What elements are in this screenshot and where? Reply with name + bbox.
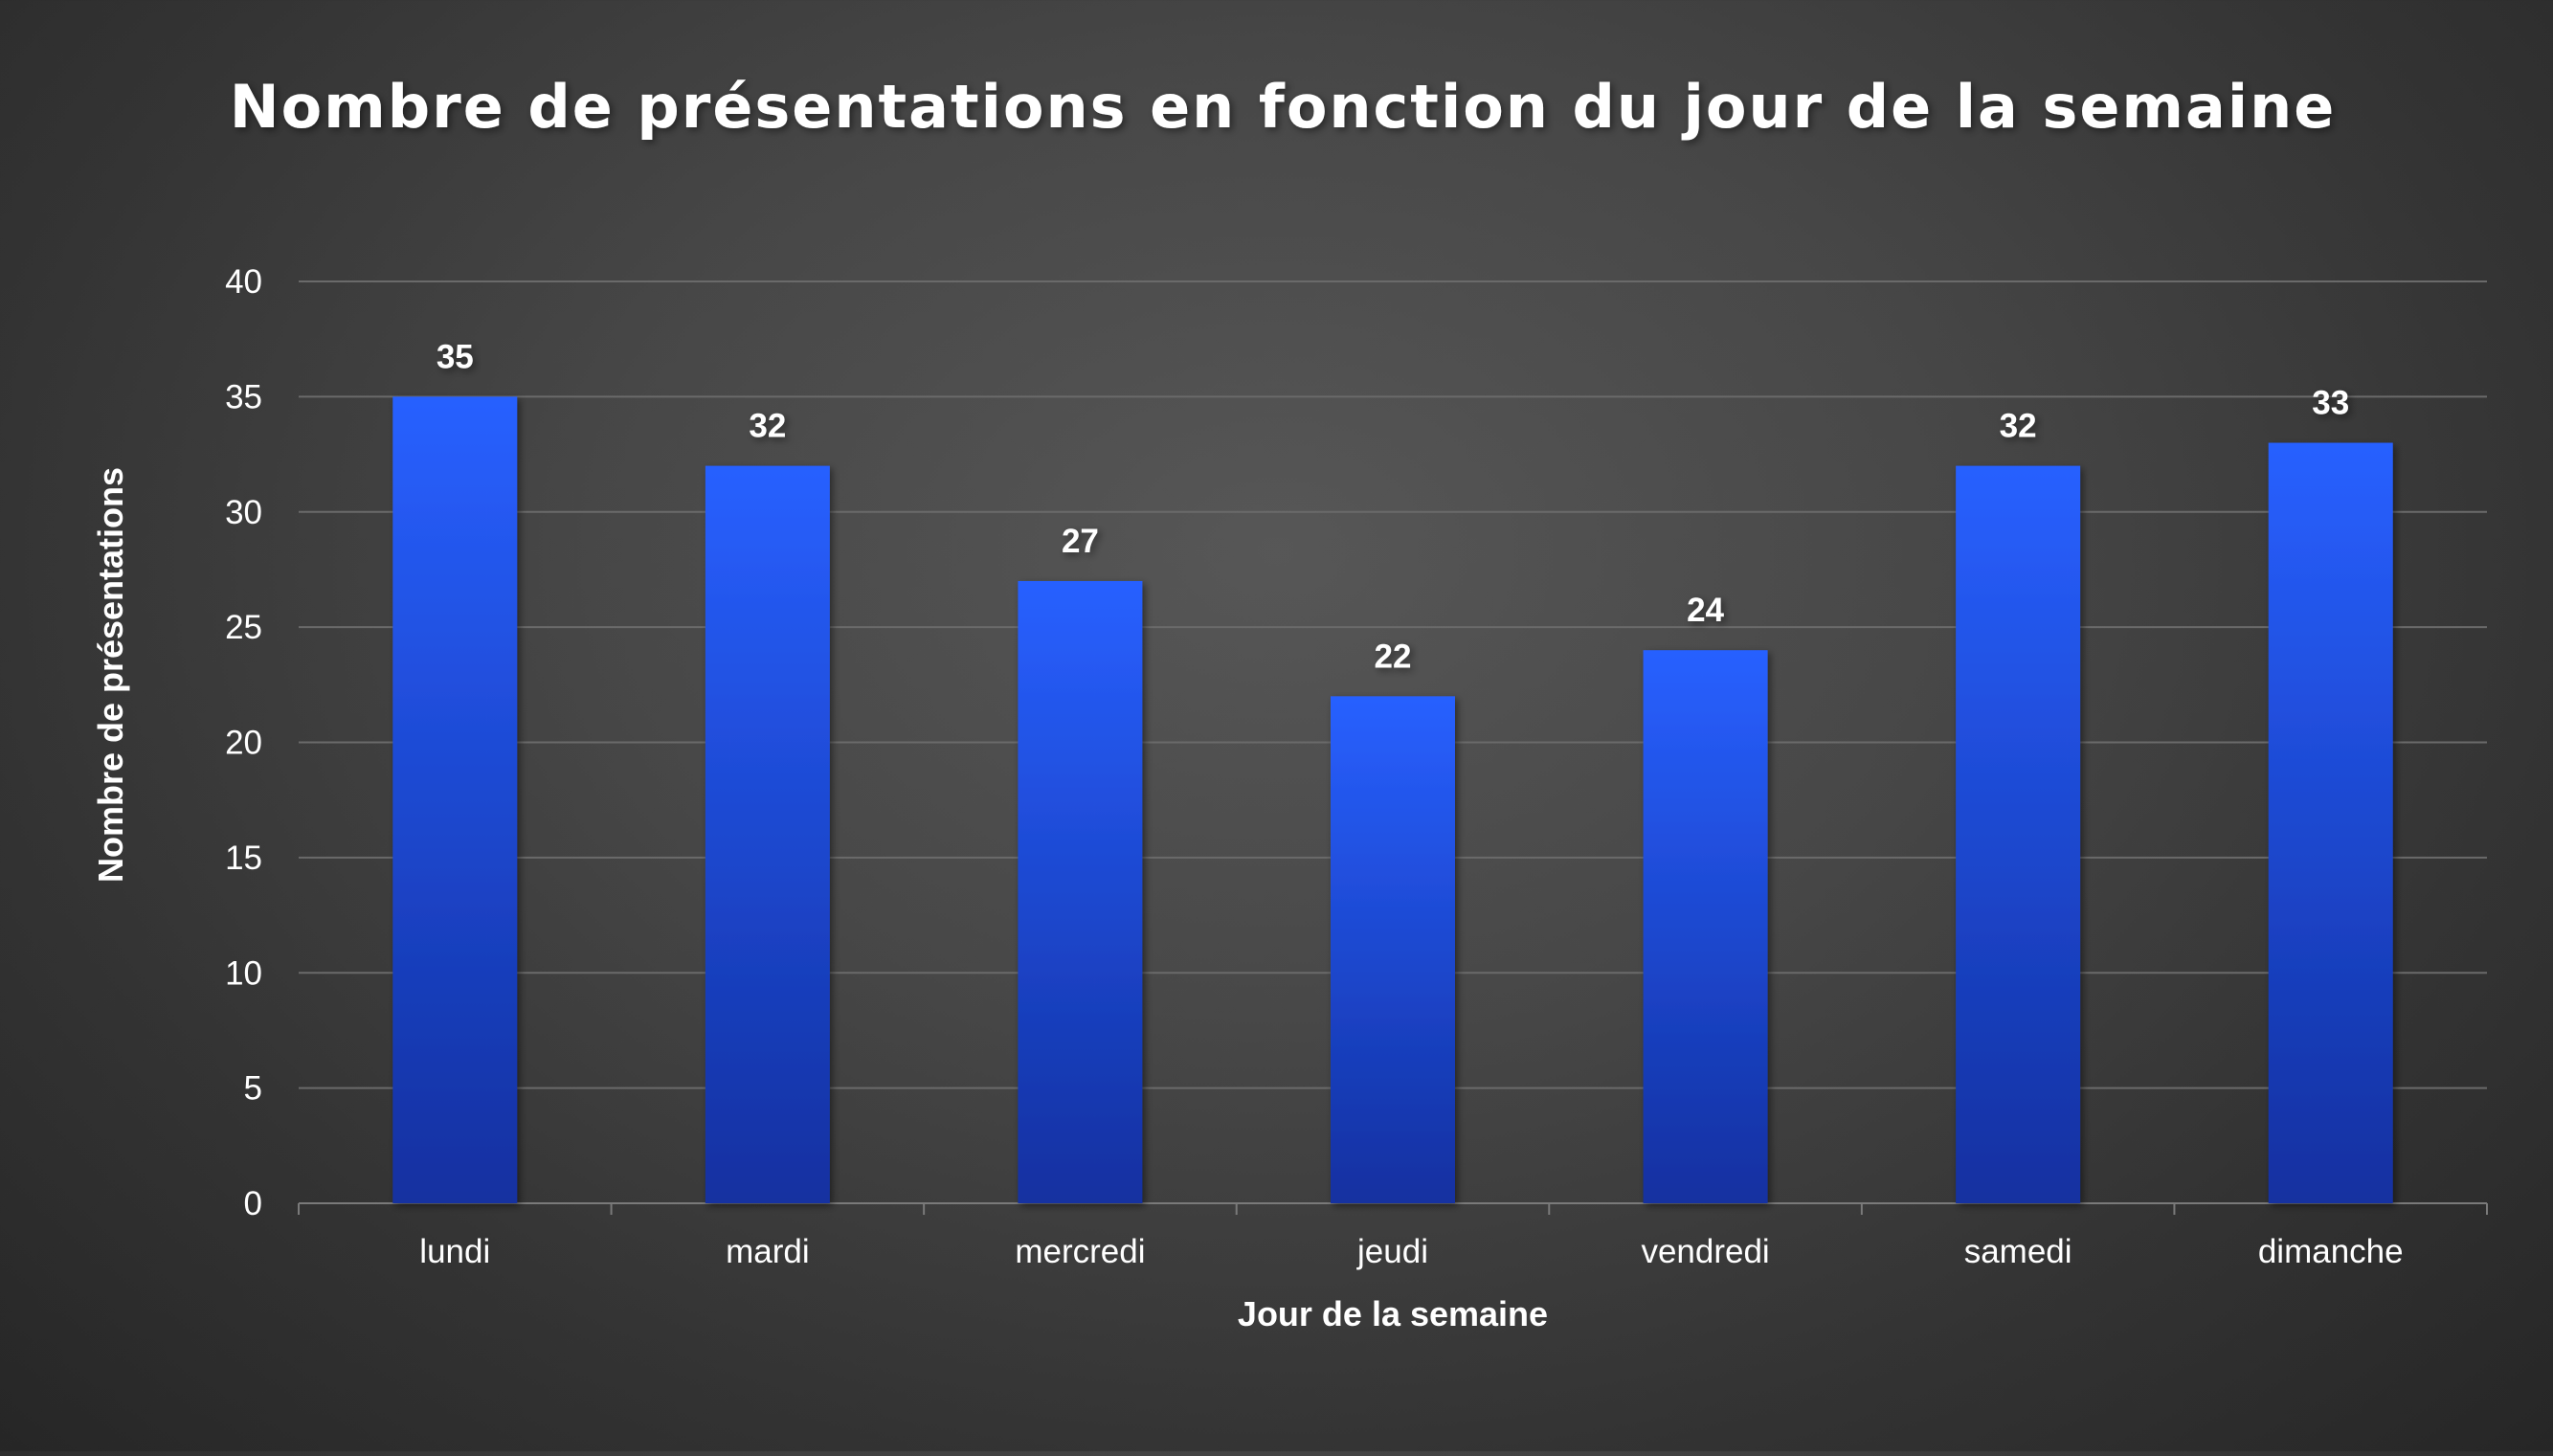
y-axis-ticks: 0 5 10 15 20 25 30 35 40	[225, 263, 262, 1222]
axes	[298, 1202, 2488, 1215]
bar-jeudi	[1331, 696, 1455, 1203]
data-label-vendredi: 24	[1687, 592, 1724, 629]
y-axis-title: Nombre de présentations	[91, 467, 130, 883]
y-tick-label: 35	[225, 378, 262, 415]
x-axis-title: Jour de la semaine	[1238, 1294, 1548, 1333]
bar-lundi	[392, 396, 518, 1203]
data-label-mardi: 32	[749, 408, 786, 445]
x-tick-label-lundi: lundi	[419, 1233, 490, 1270]
x-tick-label-dimanche: dimanche	[2258, 1233, 2404, 1270]
chart-title: Nombre de présentations en fonction du j…	[230, 72, 2337, 142]
y-tick-label: 15	[225, 840, 262, 877]
data-label-mercredi: 27	[1062, 523, 1099, 560]
bars	[392, 396, 2393, 1204]
y-tick-label: 40	[225, 263, 262, 301]
y-tick-label: 20	[225, 725, 262, 762]
data-label-samedi: 32	[2000, 408, 2037, 445]
bar-dimanche	[2268, 442, 2393, 1203]
data-label-jeudi: 22	[1375, 638, 1412, 675]
y-tick-label: 5	[244, 1070, 262, 1108]
y-tick-label: 10	[225, 954, 262, 992]
bar-mercredi	[1018, 580, 1143, 1203]
x-tick-label-samedi: samedi	[1964, 1233, 2072, 1270]
bar-samedi	[1956, 465, 2081, 1204]
x-tick-label-mercredi: mercredi	[1015, 1233, 1145, 1270]
y-tick-label: 30	[225, 494, 262, 531]
bar-mardi	[705, 465, 830, 1204]
bar-vendredi	[1643, 650, 1768, 1203]
x-tick-label-vendredi: vendredi	[1641, 1233, 1769, 1270]
y-tick-label: 0	[244, 1185, 262, 1222]
data-label-dimanche: 33	[2312, 385, 2349, 422]
data-label-lundi: 35	[437, 338, 474, 375]
x-tick-label-mardi: mardi	[726, 1233, 810, 1270]
y-tick-label: 25	[225, 609, 262, 646]
x-axis-ticks: lundi mardi mercredi jeudi vendredi samedi dim…	[419, 1233, 2403, 1270]
data-labels: 35 32 27 22 24 32 33	[437, 338, 2349, 675]
x-tick-label-jeudi: jeudi	[1356, 1233, 1428, 1270]
